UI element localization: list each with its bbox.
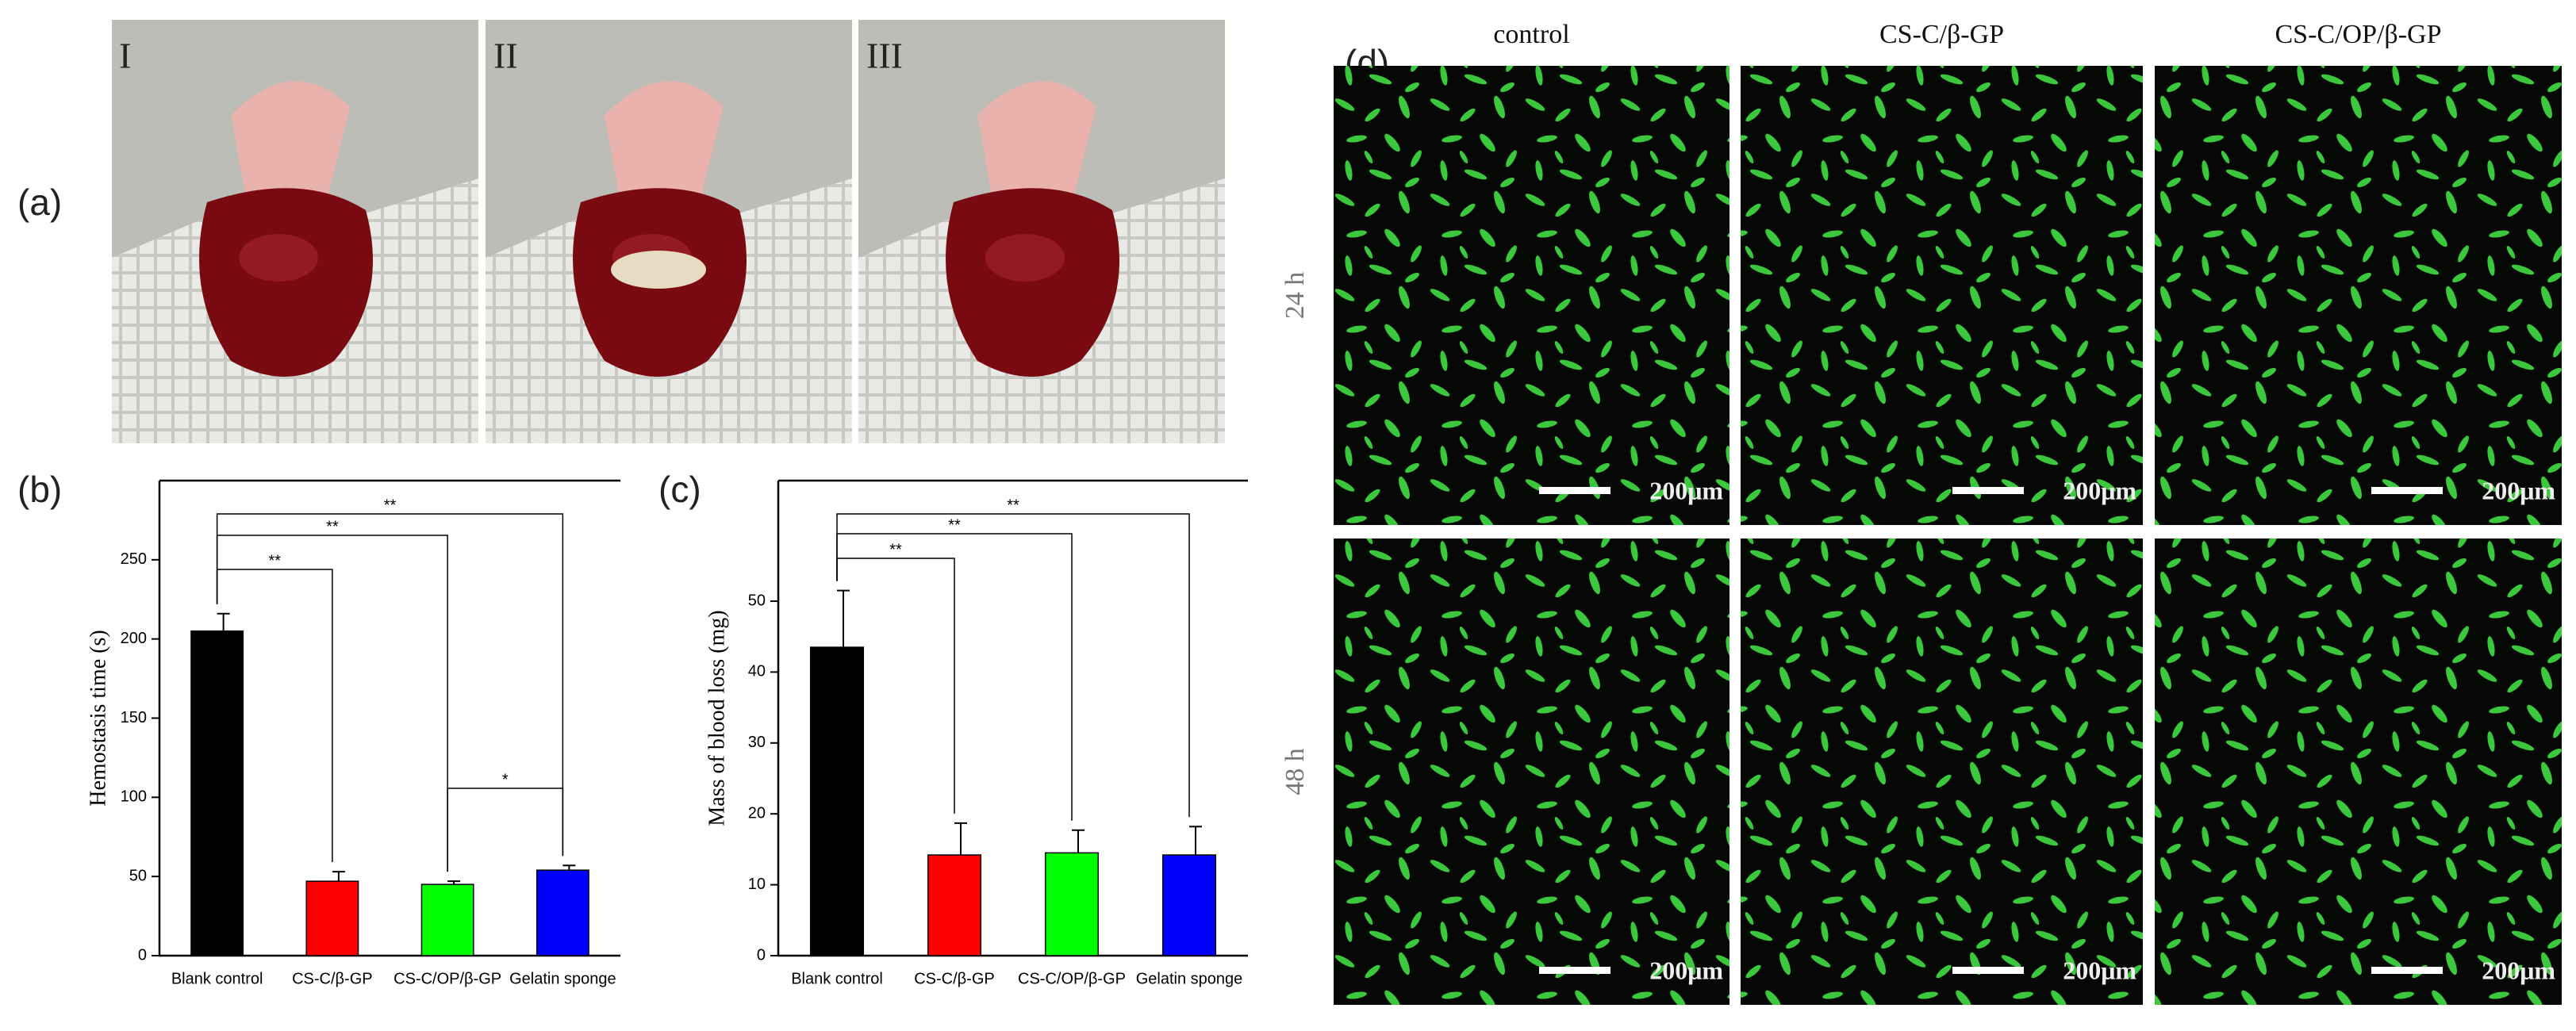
scale-bar-label: 200μm [1649,476,1723,504]
y-axis-label: Hemostasis time (s) [86,630,110,806]
x-tick-label: Blank control [171,970,263,987]
y-axis-label: Mass of blood loss (mg) [704,610,729,826]
x-tick-label: Gelatin sponge [509,970,616,987]
scale-bar [1952,487,2024,494]
y-tick-label: 100 [121,788,147,806]
error-bar [1189,826,1202,856]
y-tick-label: 20 [748,804,766,822]
y-tick-label: 50 [748,592,766,609]
bar [190,630,244,956]
scale-bar [1952,967,2024,974]
bar [809,646,865,956]
micrograph [1741,538,2143,1005]
significance-bracket [447,788,564,872]
photo [858,20,1225,443]
significance-label: ** [268,552,281,569]
y-tick-label: 50 [129,867,147,884]
error-bar [954,822,967,856]
significance-label: ** [948,516,961,534]
sample-patch [611,251,706,289]
micrograph [2155,538,2562,1005]
column-header: CS-C/β-GP [1879,20,2004,49]
scale-bar [1539,487,1610,494]
bar [1161,854,1217,956]
significance-label: * [502,771,509,788]
micrograph [1334,538,1729,1005]
bar [1044,852,1100,956]
y-tick-label: 250 [121,550,147,568]
significance-label: ** [384,496,397,514]
error-bar [447,880,461,885]
y-tick-label: 10 [748,876,766,893]
significance-label: ** [1007,496,1019,514]
row-header: 48 h [1280,748,1310,795]
scale-bar [2371,967,2443,974]
column-header: CS-C/OP/β-GP [2275,20,2441,49]
error-bar [332,871,345,882]
scale-bar-label: 200μm [2063,956,2136,984]
scale-bar-label: 200μm [1649,956,1723,984]
panel-label: (c) [658,469,701,510]
significance-label: ** [326,518,339,535]
y-tick-label: 40 [748,663,766,680]
error-bar [217,612,230,631]
column-header: control [1493,20,1569,49]
x-tick-label: Blank control [791,970,883,987]
error-bar [562,864,576,871]
significance-bracket [216,513,564,857]
panel-label: (a) [17,182,62,223]
y-tick-label: 200 [121,630,147,647]
x-tick-label: CS-C/β-GP [292,970,373,987]
scale-bar [1539,967,1610,974]
photo [486,20,852,443]
error-bar [1072,829,1085,853]
scale-bar [2371,487,2443,494]
x-tick-label: CS-C/β-GP [914,970,995,987]
x-tick-label: Gelatin sponge [1136,970,1243,987]
bar [305,880,359,956]
scale-bar-label: 200μm [2063,476,2136,504]
x-tick-label: CS-C/OP/β-GP [1018,970,1126,987]
bar [536,869,589,956]
photo [112,20,478,443]
panel-label: (b) [17,469,62,510]
bar [927,854,982,956]
y-tick-label: 0 [138,946,147,964]
significance-label: ** [889,541,902,558]
micrograph [1741,66,2143,525]
micrograph [1334,66,1729,525]
y-tick-label: 0 [757,946,766,964]
y-tick-label: 30 [748,734,766,751]
scale-bar-label: 200μm [2482,476,2555,504]
photo-label: II [493,36,518,76]
photo-label: III [866,36,903,76]
significance-bracket [836,513,1190,818]
x-tick-label: CS-C/OP/β-GP [394,970,501,987]
micrograph [2155,66,2562,525]
scale-bar-label: 200μm [2482,956,2555,984]
photo-label: I [119,36,131,76]
y-tick-label: 150 [121,709,147,726]
row-header: 24 h [1280,272,1310,320]
error-bar [837,589,850,648]
bar [420,883,474,956]
